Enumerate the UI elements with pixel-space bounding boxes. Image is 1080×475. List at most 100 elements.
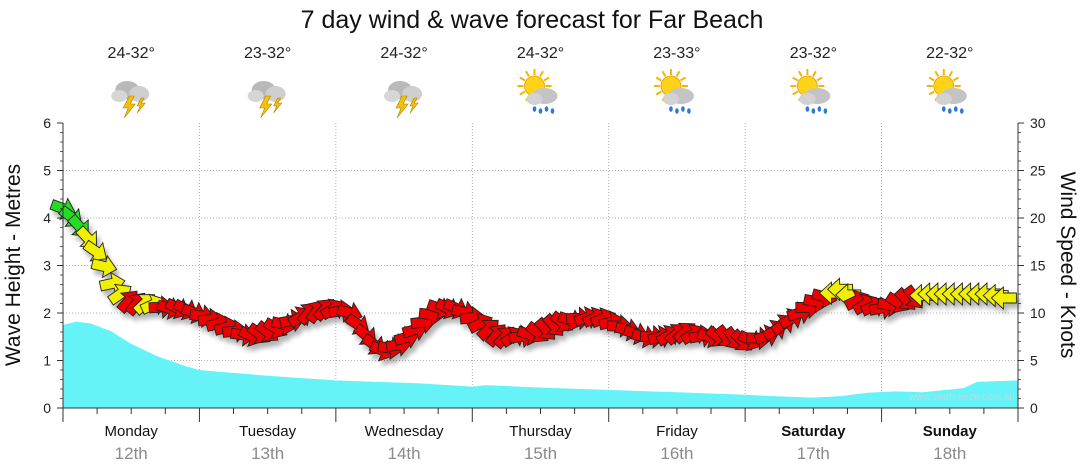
day-temperature: 24-32° <box>380 45 427 62</box>
sun-ray <box>675 70 681 77</box>
right-tick-label: 15 <box>1030 258 1046 274</box>
chart-title: 7 day wind & wave forecast for Far Beach <box>301 6 764 34</box>
rain-drop <box>817 106 822 112</box>
rain-drop <box>959 108 964 114</box>
cloud-part <box>111 90 128 102</box>
sun-ray <box>519 76 526 82</box>
right-tick-label: 20 <box>1030 210 1046 226</box>
left-tick-label: 1 <box>43 353 51 369</box>
cloud-part <box>384 90 401 102</box>
lightning-bolt <box>409 97 419 114</box>
sun-rain-icon <box>517 69 558 114</box>
day-name: Thursday <box>509 423 572 440</box>
rain-drop <box>550 108 555 114</box>
cloud-part <box>526 93 543 105</box>
lightning-bolt <box>259 95 273 119</box>
rain-drop <box>544 106 549 112</box>
sun-ray <box>811 70 817 77</box>
day-name: Wednesday <box>365 423 444 440</box>
rain-drop <box>953 106 958 112</box>
wave-height-area <box>63 321 1018 408</box>
sun-ray <box>655 76 662 82</box>
sun-ray <box>655 90 662 96</box>
cloud-part <box>799 93 816 105</box>
sun-ray <box>792 76 799 82</box>
cloud-part <box>662 93 679 105</box>
rain-drop <box>675 108 679 114</box>
right-tick-label: 0 <box>1030 400 1038 416</box>
cloud-part <box>935 93 952 105</box>
wave-area <box>63 321 1018 408</box>
left-axis-title: Wave Height - Metres <box>2 164 25 366</box>
day-forecast-header: 24-32° 23-32° 24-32° 24-32° 23-33° 23-32° 22-3… <box>108 45 973 119</box>
sun-ray <box>792 90 799 96</box>
sun-rain-icon <box>653 69 694 114</box>
sun-ray <box>543 76 550 82</box>
sun-ray <box>928 76 935 82</box>
rain-drop <box>805 106 810 112</box>
day-date: 15th <box>524 444 557 463</box>
day-name: Saturday <box>781 423 846 440</box>
day-temperature: 24-32° <box>517 45 564 62</box>
right-tick-label: 10 <box>1030 305 1046 321</box>
rain-drop <box>941 106 946 112</box>
sun-ray <box>952 76 960 82</box>
day-temperature: 24-32° <box>108 45 155 62</box>
lightning-bolt <box>395 95 409 119</box>
left-tick-label: 3 <box>43 258 51 274</box>
right-tick-label: 5 <box>1030 353 1038 369</box>
lightning-bolt <box>273 97 283 114</box>
rain-drop <box>538 108 543 114</box>
day-name: Monday <box>105 423 159 440</box>
left-tick-label: 4 <box>43 210 51 226</box>
day-date: 14th <box>388 444 421 463</box>
day-date: 16th <box>660 444 693 463</box>
storm-icon <box>111 81 150 119</box>
day-date: 17th <box>797 444 830 463</box>
day-temperature: 23-33° <box>653 45 700 62</box>
credit-watermark: www.seabreeze.com.au <box>908 392 1015 403</box>
chart-axes: 0 1 2 3 4 5 6 0 5 10 15 20 25 30 Monday 12th Tuesday 13th… <box>43 115 1046 463</box>
day-date: 18th <box>933 444 966 463</box>
sun-ray <box>816 76 823 82</box>
sun-ray <box>525 70 530 77</box>
wind-arrow <box>990 285 1017 311</box>
right-tick-label: 30 <box>1030 115 1046 131</box>
right-tick-label: 25 <box>1030 163 1046 179</box>
sun-ray <box>679 76 687 82</box>
sun-rain-icon <box>790 69 831 114</box>
sun-rain-icon <box>926 69 967 114</box>
sun-ray <box>661 70 667 77</box>
day-temperature: 23-32° <box>244 45 291 62</box>
day-temperature: 22-32° <box>926 45 973 62</box>
right-axis-title: Wind Speed - Knots <box>1056 172 1079 359</box>
rain-drop <box>669 106 673 112</box>
storm-icon <box>247 81 286 119</box>
sun-ray <box>797 70 803 77</box>
day-name: Sunday <box>923 423 978 440</box>
day-name: Tuesday <box>239 423 296 440</box>
left-tick-label: 2 <box>43 305 51 321</box>
rain-drop <box>687 108 691 114</box>
wind-arrows <box>49 197 1017 362</box>
chart-grid <box>63 123 1018 408</box>
rain-drop <box>681 106 685 112</box>
day-date: 13th <box>251 444 284 463</box>
rain-drop <box>532 106 537 112</box>
day-date: 12th <box>115 444 148 463</box>
sun-ray <box>948 70 954 77</box>
day-name: Friday <box>656 423 698 440</box>
rain-drop <box>823 108 828 114</box>
rain-drop <box>811 108 816 114</box>
sun-ray <box>539 70 544 77</box>
left-tick-label: 5 <box>43 163 51 179</box>
sun-ray <box>928 90 935 96</box>
sun-ray <box>934 70 940 77</box>
lightning-bolt <box>136 97 146 114</box>
rain-drop <box>947 108 952 114</box>
cloud-part <box>247 90 264 102</box>
left-tick-label: 0 <box>43 400 51 416</box>
day-temperature: 23-32° <box>790 45 837 62</box>
sun-ray <box>519 90 526 96</box>
